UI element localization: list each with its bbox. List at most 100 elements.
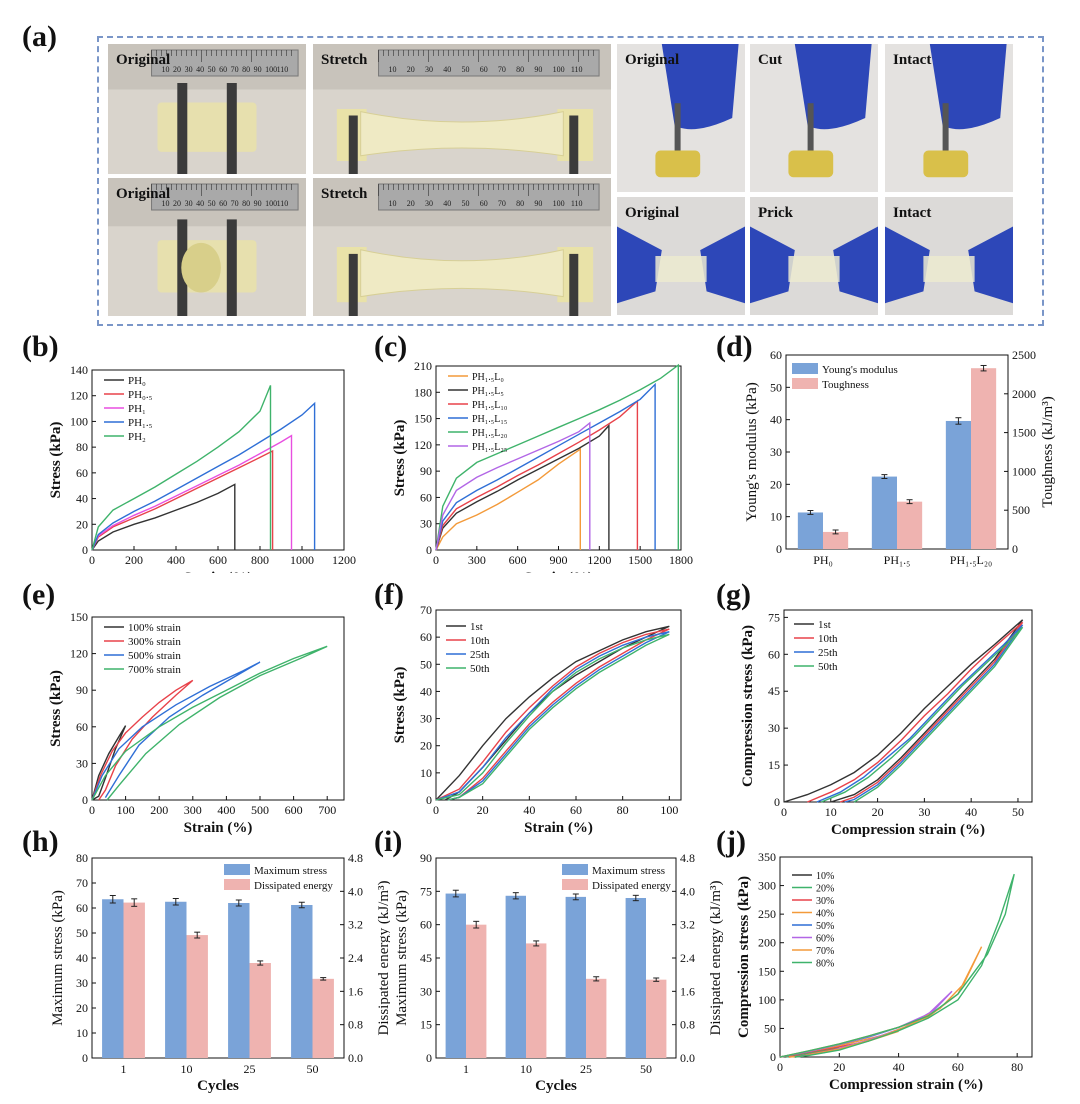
legend-label: PH₁ — [128, 403, 146, 415]
y-tick-label: 80 — [76, 440, 88, 454]
series-line-25th — [816, 624, 1024, 803]
x-tick-label: 80 — [617, 803, 629, 817]
x-tick-label: PH₁.₅L₂₀ — [950, 553, 992, 567]
photo-caption: Original — [116, 52, 171, 68]
chart-e: 0 100 200 300 400 500 600 700 0 30 60 90 120 150 Strai… — [48, 610, 345, 836]
y2-tick-label: 3.2 — [680, 918, 695, 932]
legend-label: Maximum stress — [592, 865, 665, 877]
bar-Toughness — [823, 531, 849, 549]
y-tick-label: 20 — [420, 739, 432, 753]
ruler-tick-label: 70 — [498, 199, 506, 208]
series-line-PH₀ — [91, 483, 236, 551]
series-line-10th — [435, 628, 670, 801]
x-tick-label: 0 — [89, 553, 95, 567]
photo-5: Original — [617, 44, 745, 192]
chart-f: 0 20 40 60 80 100 0 10 20 30 40 50 60 70 Strain (%) Str… — [392, 605, 682, 836]
y-tick-label: 0 — [426, 793, 432, 807]
panel-label-e: (e) — [22, 578, 56, 611]
legend-label: Young's modulus — [822, 364, 898, 376]
x-tick-label: 40 — [965, 805, 977, 819]
x-tick-label: 800 — [251, 553, 269, 567]
panel-label-b: (b) — [22, 330, 59, 363]
y2-tick-label: 4.0 — [348, 884, 363, 898]
ruler-tick-label: 20 — [173, 199, 181, 208]
legend-label: 20% — [816, 884, 834, 895]
y-axis-label: Stress (kPa) — [48, 670, 64, 747]
y-tick-label: 0 — [82, 793, 88, 807]
series-line-10th — [807, 621, 1024, 803]
x-tick-label: 200 — [125, 553, 143, 567]
x-tick-label: 30 — [918, 805, 930, 819]
bar-Maximum stress — [445, 893, 466, 1058]
legend-label: Maximum stress — [254, 865, 327, 877]
y-tick-label: 70 — [76, 876, 88, 890]
legend-swatch — [224, 864, 250, 875]
y-tick-label: 200 — [758, 936, 776, 950]
y-tick-label: 60 — [76, 720, 88, 734]
legend-label: 50th — [818, 661, 838, 673]
y-tick-label: 120 — [414, 438, 432, 452]
y-tick-label: 40 — [76, 951, 88, 965]
y-tick-label: 60 — [420, 630, 432, 644]
y-tick-label: 30 — [770, 445, 782, 459]
x-tick-label: 300 — [468, 553, 486, 567]
y-axis-label: Young's modulus (kPa) — [744, 382, 760, 522]
x-tick-label: 50 — [1012, 805, 1024, 819]
bar-Toughness — [897, 501, 923, 549]
legend-label: 10th — [818, 633, 838, 645]
y2-tick-label: 4.8 — [348, 852, 363, 865]
ruler-tick-label: 70 — [498, 65, 506, 74]
y-tick-label: 10 — [420, 766, 432, 780]
ruler-tick-label: 40 — [196, 199, 204, 208]
ruler-tick-label: 80 — [242, 199, 250, 208]
y-tick-label: 20 — [770, 477, 782, 491]
x-tick-label: 25 — [580, 1062, 592, 1076]
photo-illustration — [750, 44, 878, 192]
y-tick-label: 140 — [70, 363, 88, 377]
ruler-tick-label: 40 — [443, 199, 451, 208]
photo-8: Original — [617, 197, 745, 315]
ruler-tick-label: 20 — [407, 65, 415, 74]
x-tick-label: PH₁.₅ — [884, 553, 911, 567]
x-tick-label: 20 — [477, 803, 489, 817]
legend-label: 30% — [816, 896, 834, 907]
photo-caption: Cut — [758, 52, 783, 68]
y-tick-label: 180 — [414, 385, 432, 399]
x-tick-label: 0 — [433, 553, 439, 567]
bar-Dissipated energy — [526, 943, 547, 1058]
chart-i: 0 15 30 45 60 75 90 0.0 0.8 1.6 2.4 3.2 4.0 4.8 1 10 25 5… — [394, 852, 723, 1094]
plot-frame — [91, 616, 345, 801]
x-tick-label: 0 — [433, 803, 439, 817]
ruler-tick-label: 110 — [571, 199, 583, 208]
y-tick-label: 40 — [770, 413, 782, 427]
y2-axis-label: Dissipated energy (kJ/m³) — [376, 880, 390, 1035]
ruler-tick-label: 70 — [231, 65, 239, 74]
series-line-PH₁.₅L₂₀ — [435, 363, 679, 551]
photo-1: 10 20 30 40 50 60 70 80 90 100 110 Original — [108, 44, 306, 174]
y-tick-label: 350 — [758, 852, 776, 864]
legend-label: Dissipated energy — [592, 880, 671, 892]
y-axis-label: Maximum stress (kPa) — [50, 890, 66, 1026]
ruler-tick-label: 60 — [219, 65, 227, 74]
x-tick-label: 60 — [570, 803, 582, 817]
x-tick-label: 50 — [307, 1062, 319, 1076]
bar-Maximum stress — [165, 901, 187, 1058]
x-tick-label: 1500 — [628, 553, 652, 567]
y-tick-label: 30 — [768, 721, 780, 735]
y2-tick-label: 1000 — [1012, 464, 1036, 478]
ruler-tick-label: 100 — [553, 65, 565, 74]
series-line-100% strain — [91, 725, 127, 801]
y2-tick-label: 4.0 — [680, 884, 695, 898]
series-line-PH₁.₅L₁₀ — [435, 399, 639, 551]
legend-label: PH₁.₅L₂₅ — [472, 442, 507, 453]
y-axis-label: Compression stress (kPa) — [740, 625, 756, 787]
legend-label: 10th — [470, 635, 490, 647]
x-tick-label: 1 — [463, 1062, 469, 1076]
x-tick-label: 600 — [209, 553, 227, 567]
photo-9: Prick — [750, 197, 878, 315]
y-tick-label: 0 — [82, 1051, 88, 1065]
ruler-tick-label: 20 — [173, 65, 181, 74]
ruler-tick-label: 30 — [185, 199, 193, 208]
legend-swatch — [792, 378, 818, 389]
y-tick-label: 150 — [758, 964, 776, 978]
